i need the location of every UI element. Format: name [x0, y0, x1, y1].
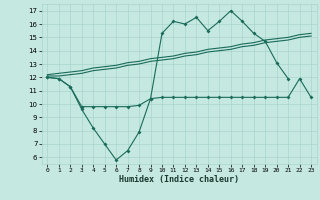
- X-axis label: Humidex (Indice chaleur): Humidex (Indice chaleur): [119, 175, 239, 184]
